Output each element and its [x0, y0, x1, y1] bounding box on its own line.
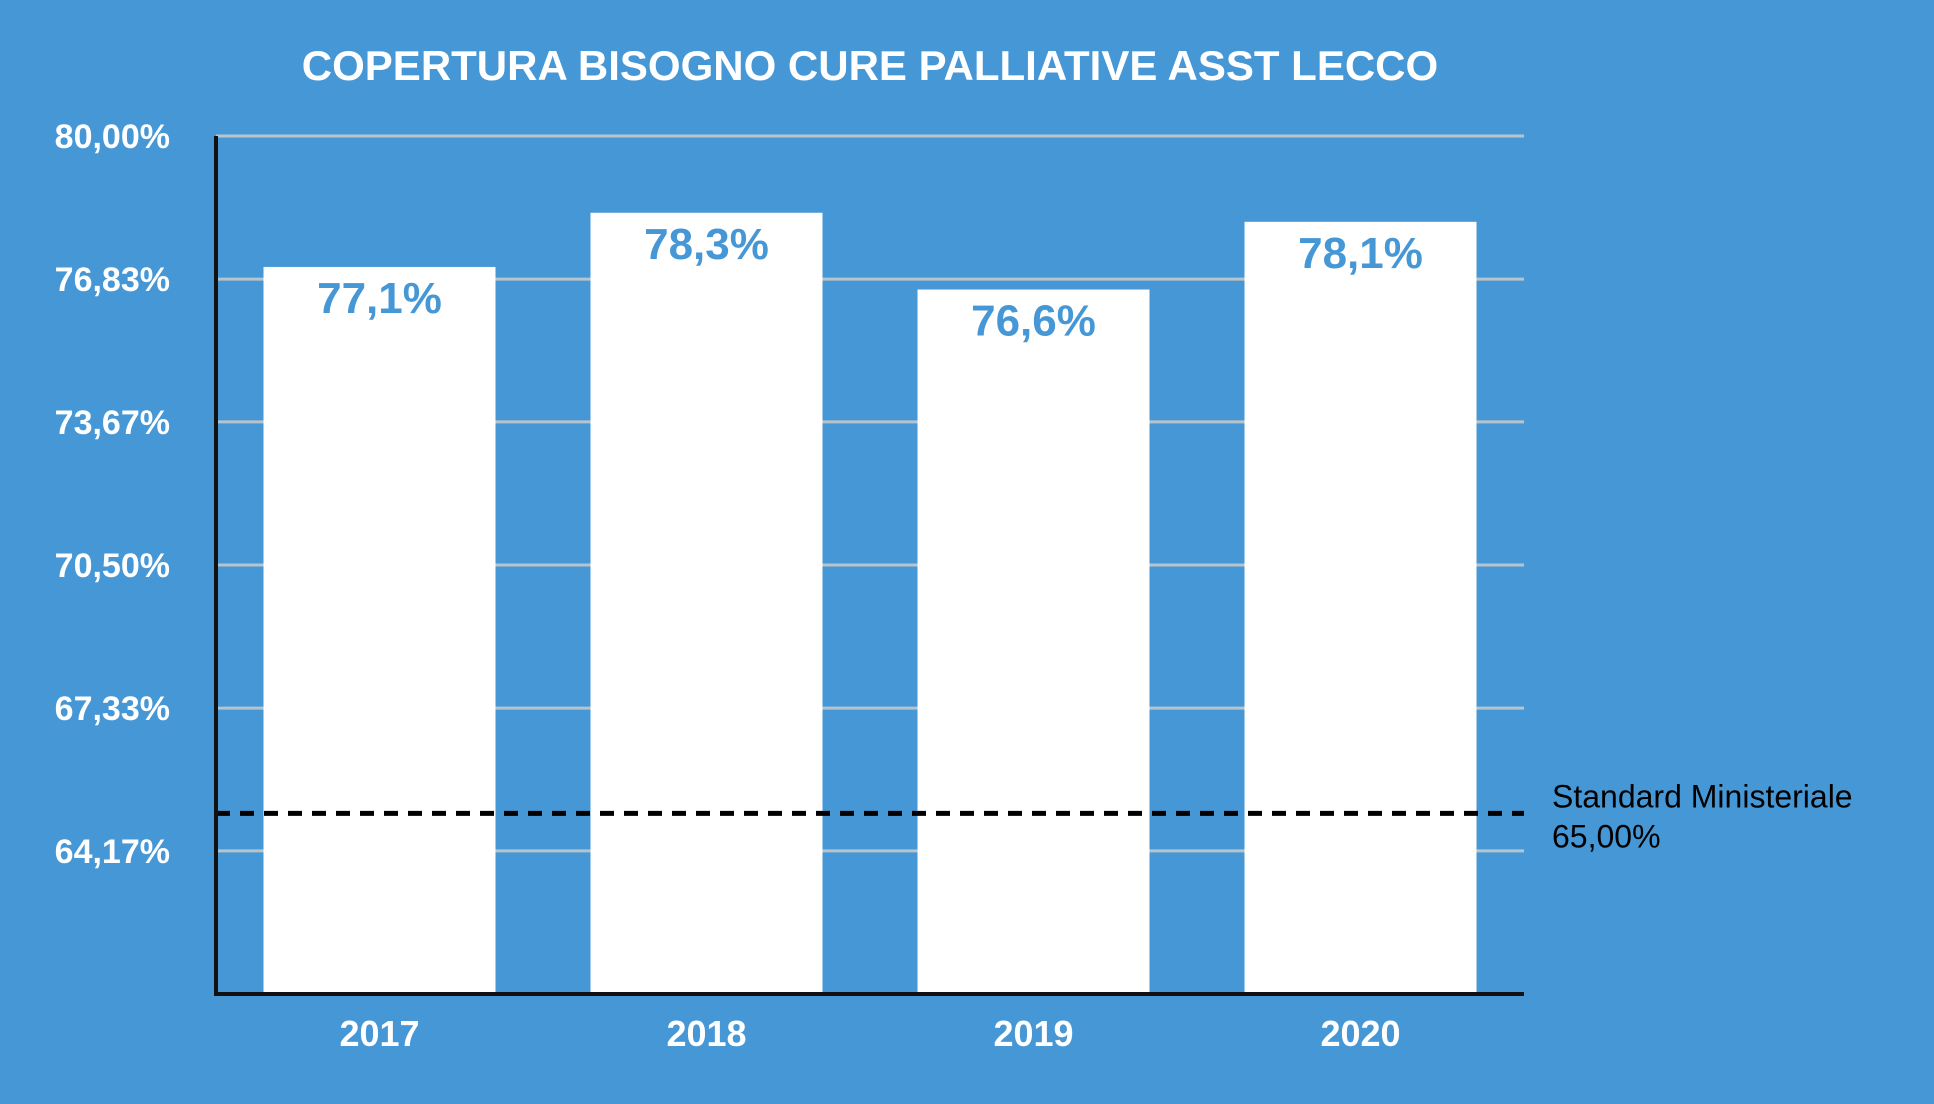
- labels: 80,00% 76,83% 73,67% 70,50% 67,33% 64,17% 77,1…: [55, 118, 1853, 1054]
- reference-line-label: Standard Ministeriale: [1552, 778, 1853, 814]
- chart-title: COPERTURA BISOGNO CURE PALLIATIVE ASST L…: [302, 42, 1438, 89]
- y-tick-label: 80,00%: [55, 118, 170, 156]
- y-tick-label: 67,33%: [55, 690, 170, 728]
- x-tick-label: 2017: [339, 1013, 419, 1054]
- x-tick-label: 2018: [666, 1013, 746, 1054]
- y-tick-label: 76,83%: [55, 261, 170, 299]
- y-tick-label: 70,50%: [55, 547, 170, 585]
- y-tick-label: 64,17%: [55, 833, 170, 871]
- data-label: 76,6%: [971, 297, 1096, 346]
- axes: [214, 136, 1524, 996]
- data-label: 77,1%: [317, 274, 442, 323]
- data-label: 78,1%: [1298, 229, 1423, 278]
- bars: [263, 212, 1477, 995]
- y-tick-label: 73,67%: [55, 404, 170, 442]
- bar-2019: [917, 289, 1150, 994]
- data-label: 78,3%: [644, 220, 769, 269]
- x-tick-label: 2019: [993, 1013, 1073, 1054]
- bar-2017: [263, 266, 496, 994]
- x-tick-label: 2020: [1320, 1013, 1400, 1054]
- reference-line-value: 65,00%: [1552, 818, 1661, 854]
- bar-2018: [590, 212, 823, 994]
- bar-2020: [1244, 221, 1477, 995]
